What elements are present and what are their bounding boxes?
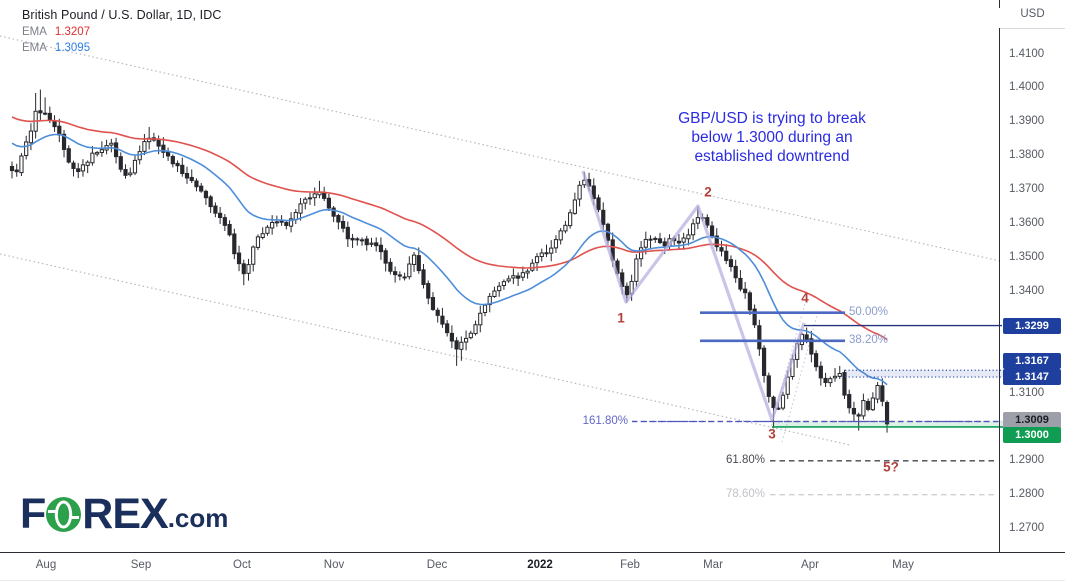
wave-label-2[interactable]: 2 [704, 184, 712, 200]
ema-red-label: EMA [22, 26, 47, 38]
time-tick-Feb: Feb [620, 559, 640, 571]
fib-label-38.20%[interactable]: 38.20% [849, 333, 889, 346]
wave-label-4[interactable]: 4 [801, 290, 809, 306]
price-tick-1.2900: 1.2900 [1009, 454, 1045, 467]
time-tick-2022: 2022 [527, 559, 553, 571]
trend-channel-lines [0, 35, 1001, 446]
ema-blue-label: EMA [22, 42, 47, 54]
symbol-title[interactable]: British Pound / U.S. Dollar, 1D, IDC [22, 8, 222, 22]
price-badge-1.3147: 1.3147 [1003, 369, 1061, 385]
time-tick-May: May [892, 559, 914, 571]
price-axis-currency-label: USD [1020, 8, 1045, 20]
indicator-legend-ema-blue[interactable]: EMA 1.3095 [22, 42, 222, 54]
forex-com-logo[interactable]: F REX .com [20, 490, 229, 538]
logo-suffix: .com [167, 503, 229, 533]
fib-label-78.60%[interactable]: 78.60% [725, 487, 765, 500]
time-tick-Mar: Mar [703, 559, 723, 571]
price-tick-1.2700: 1.2700 [1009, 522, 1045, 535]
horizontal-price-levels [632, 324, 1008, 428]
wave-label-5[interactable]: 5? [883, 459, 899, 475]
fib-label-161.80%[interactable]: 161.80% [582, 414, 628, 427]
annotation-line: below 1.3000 during an [691, 129, 853, 146]
price-tick-1.3600: 1.3600 [1009, 217, 1045, 229]
price-tick-1.3800: 1.3800 [1009, 149, 1045, 162]
chart-header: British Pound / U.S. Dollar, 1D, IDC EMA… [22, 8, 222, 54]
wave-label-1[interactable]: 1 [617, 310, 625, 326]
time-tick-Sep: Sep [130, 559, 152, 571]
price-badge-1.3299: 1.3299 [1003, 317, 1061, 334]
logo-letters-rex: REX [82, 490, 168, 538]
fib-label-61.80%[interactable]: 61.80% [725, 453, 765, 466]
price-badge-1.3167: 1.3167 [1003, 353, 1061, 369]
ema-blue-value: 1.3095 [54, 42, 91, 54]
price-badge-1.3000: 1.3000 [1003, 427, 1061, 443]
ema-blue-line [11, 133, 888, 386]
time-tick-Oct: Oct [233, 559, 251, 571]
time-tick-Nov: Nov [323, 559, 345, 571]
price-tick-1.4000: 1.4000 [1009, 81, 1045, 94]
price-tick-1.3900: 1.3900 [1009, 115, 1045, 128]
time-tick-Aug: Aug [35, 559, 57, 571]
logo-letter-f: F [20, 490, 46, 538]
price-tick-1.3500: 1.3500 [1009, 250, 1045, 263]
annotation-line: GBP/USD is trying to break [678, 110, 866, 127]
price-tick-1.2800: 1.2800 [1009, 488, 1045, 501]
logo-coin-icon [46, 497, 82, 532]
price-tick-1.3400: 1.3400 [1009, 284, 1045, 297]
annotation-line: established downtrend [694, 148, 850, 165]
price-tick-1.3700: 1.3700 [1009, 183, 1045, 196]
indicator-legend-ema-red[interactable]: EMA 1.3207 [22, 26, 222, 38]
price-tick-1.3100: 1.3100 [1009, 386, 1045, 399]
candlesticks [9, 89, 890, 433]
time-tick-Apr: Apr [801, 559, 819, 571]
fib-level-lines [632, 311, 1002, 496]
fib-label-50.00%[interactable]: 50.00% [849, 305, 889, 318]
ema-red-value: 1.3207 [54, 26, 91, 38]
elliott-wave-zigzag[interactable] [581, 170, 806, 422]
price-badge-1.3009: 1.3009 [1003, 411, 1061, 428]
ema-red-line [11, 116, 888, 341]
time-tick-Dec: Dec [426, 559, 448, 571]
price-tick-1.4100: 1.4100 [1009, 47, 1045, 60]
text-annotation-drawing[interactable]: GBP/USD is trying to break below 1.3000 d… [652, 109, 892, 166]
level-shaded-bands [772, 370, 1008, 427]
wave-label-3[interactable]: 3 [768, 426, 776, 442]
